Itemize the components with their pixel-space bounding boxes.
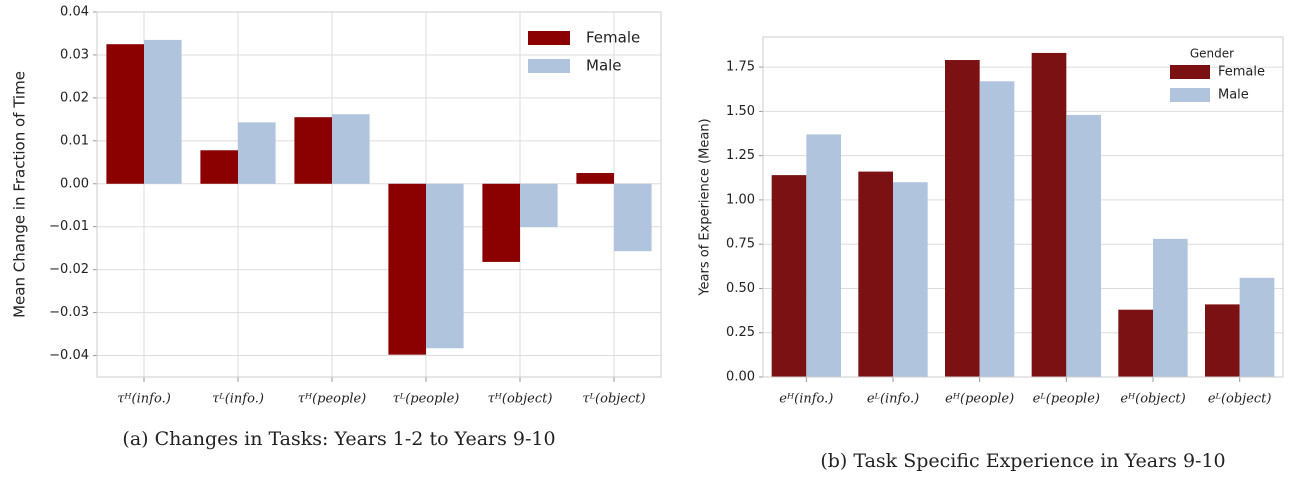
- bar: [1031, 52, 1067, 377]
- bar: [858, 171, 893, 377]
- x-tick-label: τᴴ(people): [298, 392, 367, 407]
- y-tick-label: −0.04: [49, 348, 89, 363]
- y-tick-label: 0.75: [726, 237, 755, 252]
- caption: (b) Task Specific Experience in Years 9-…: [820, 450, 1225, 472]
- bar: [294, 117, 332, 184]
- bar: [238, 122, 276, 184]
- bar: [332, 114, 370, 184]
- x-tick-label: τᴴ(object): [488, 392, 553, 407]
- bar: [106, 44, 144, 184]
- x-tick-label: τᴸ(object): [582, 392, 645, 407]
- bar: [1239, 277, 1275, 377]
- bar: [1118, 309, 1153, 377]
- y-tick-label: 1.25: [726, 148, 755, 163]
- bar: [520, 183, 558, 228]
- x-tick-label: eᴸ(object): [1208, 392, 1272, 407]
- bar: [945, 60, 980, 377]
- y-tick-label: 0.00: [726, 370, 755, 385]
- bar: [1153, 238, 1188, 377]
- bar: [1205, 304, 1240, 377]
- bar: [200, 150, 238, 184]
- legend-label: Male: [1218, 88, 1249, 103]
- y-tick-label: −0.02: [49, 262, 89, 277]
- y-axis-label: Mean Change in Fraction of Time: [11, 71, 29, 318]
- bar: [426, 183, 464, 349]
- x-tick-label: τᴸ(people): [393, 392, 460, 407]
- y-tick-label: −0.03: [49, 305, 89, 320]
- y-tick-label: 1.50: [726, 104, 755, 119]
- caption: (a) Changes in Tasks: Years 1-2 to Years…: [122, 428, 555, 450]
- y-tick-label: 0.03: [60, 47, 89, 62]
- bar: [482, 183, 520, 262]
- y-tick-label: −0.01: [49, 219, 89, 234]
- plot-frame: [96, 11, 662, 378]
- legend-label: Female: [586, 29, 640, 47]
- y-tick-label: 0.02: [60, 90, 89, 105]
- x-tick-label: eᴴ(object): [1120, 392, 1185, 407]
- bar: [979, 81, 1015, 377]
- bar: [893, 182, 928, 377]
- bar: [806, 134, 841, 377]
- legend-swatch: [1170, 65, 1210, 79]
- legend-label: Female: [1218, 65, 1265, 80]
- y-tick-label: 0.25: [726, 325, 755, 340]
- y-tick-label: 0.50: [726, 281, 755, 296]
- y-tick-label: 1.75: [726, 60, 755, 75]
- bar: [1066, 114, 1101, 378]
- y-axis-label: Years of Experience (Mean): [698, 118, 713, 296]
- x-tick-label: eᴴ(info.): [779, 392, 833, 407]
- x-tick-label: τᴴ(info.): [117, 392, 171, 407]
- x-tick-label: eᴴ(people): [945, 392, 1014, 407]
- bar: [144, 39, 182, 184]
- bar: [388, 183, 426, 355]
- plot-frame: [762, 36, 1284, 378]
- legend-title: Gender: [1190, 47, 1234, 61]
- legend-label: Male: [586, 57, 622, 75]
- bar: [771, 175, 807, 377]
- bar: [576, 173, 614, 184]
- legend-swatch: [528, 31, 570, 45]
- x-tick-label: eᴸ(info.): [867, 392, 919, 407]
- x-tick-label: eᴸ(people): [1033, 392, 1100, 407]
- legend-swatch: [1170, 88, 1210, 102]
- y-tick-label: 0.01: [60, 133, 89, 148]
- y-tick-label: 0.04: [60, 5, 89, 20]
- y-tick-label: 1.00: [726, 192, 755, 207]
- y-tick-label: 0.00: [60, 176, 89, 191]
- x-tick-label: τᴸ(info.): [212, 392, 264, 407]
- legend-swatch: [528, 59, 570, 73]
- bar: [614, 183, 652, 252]
